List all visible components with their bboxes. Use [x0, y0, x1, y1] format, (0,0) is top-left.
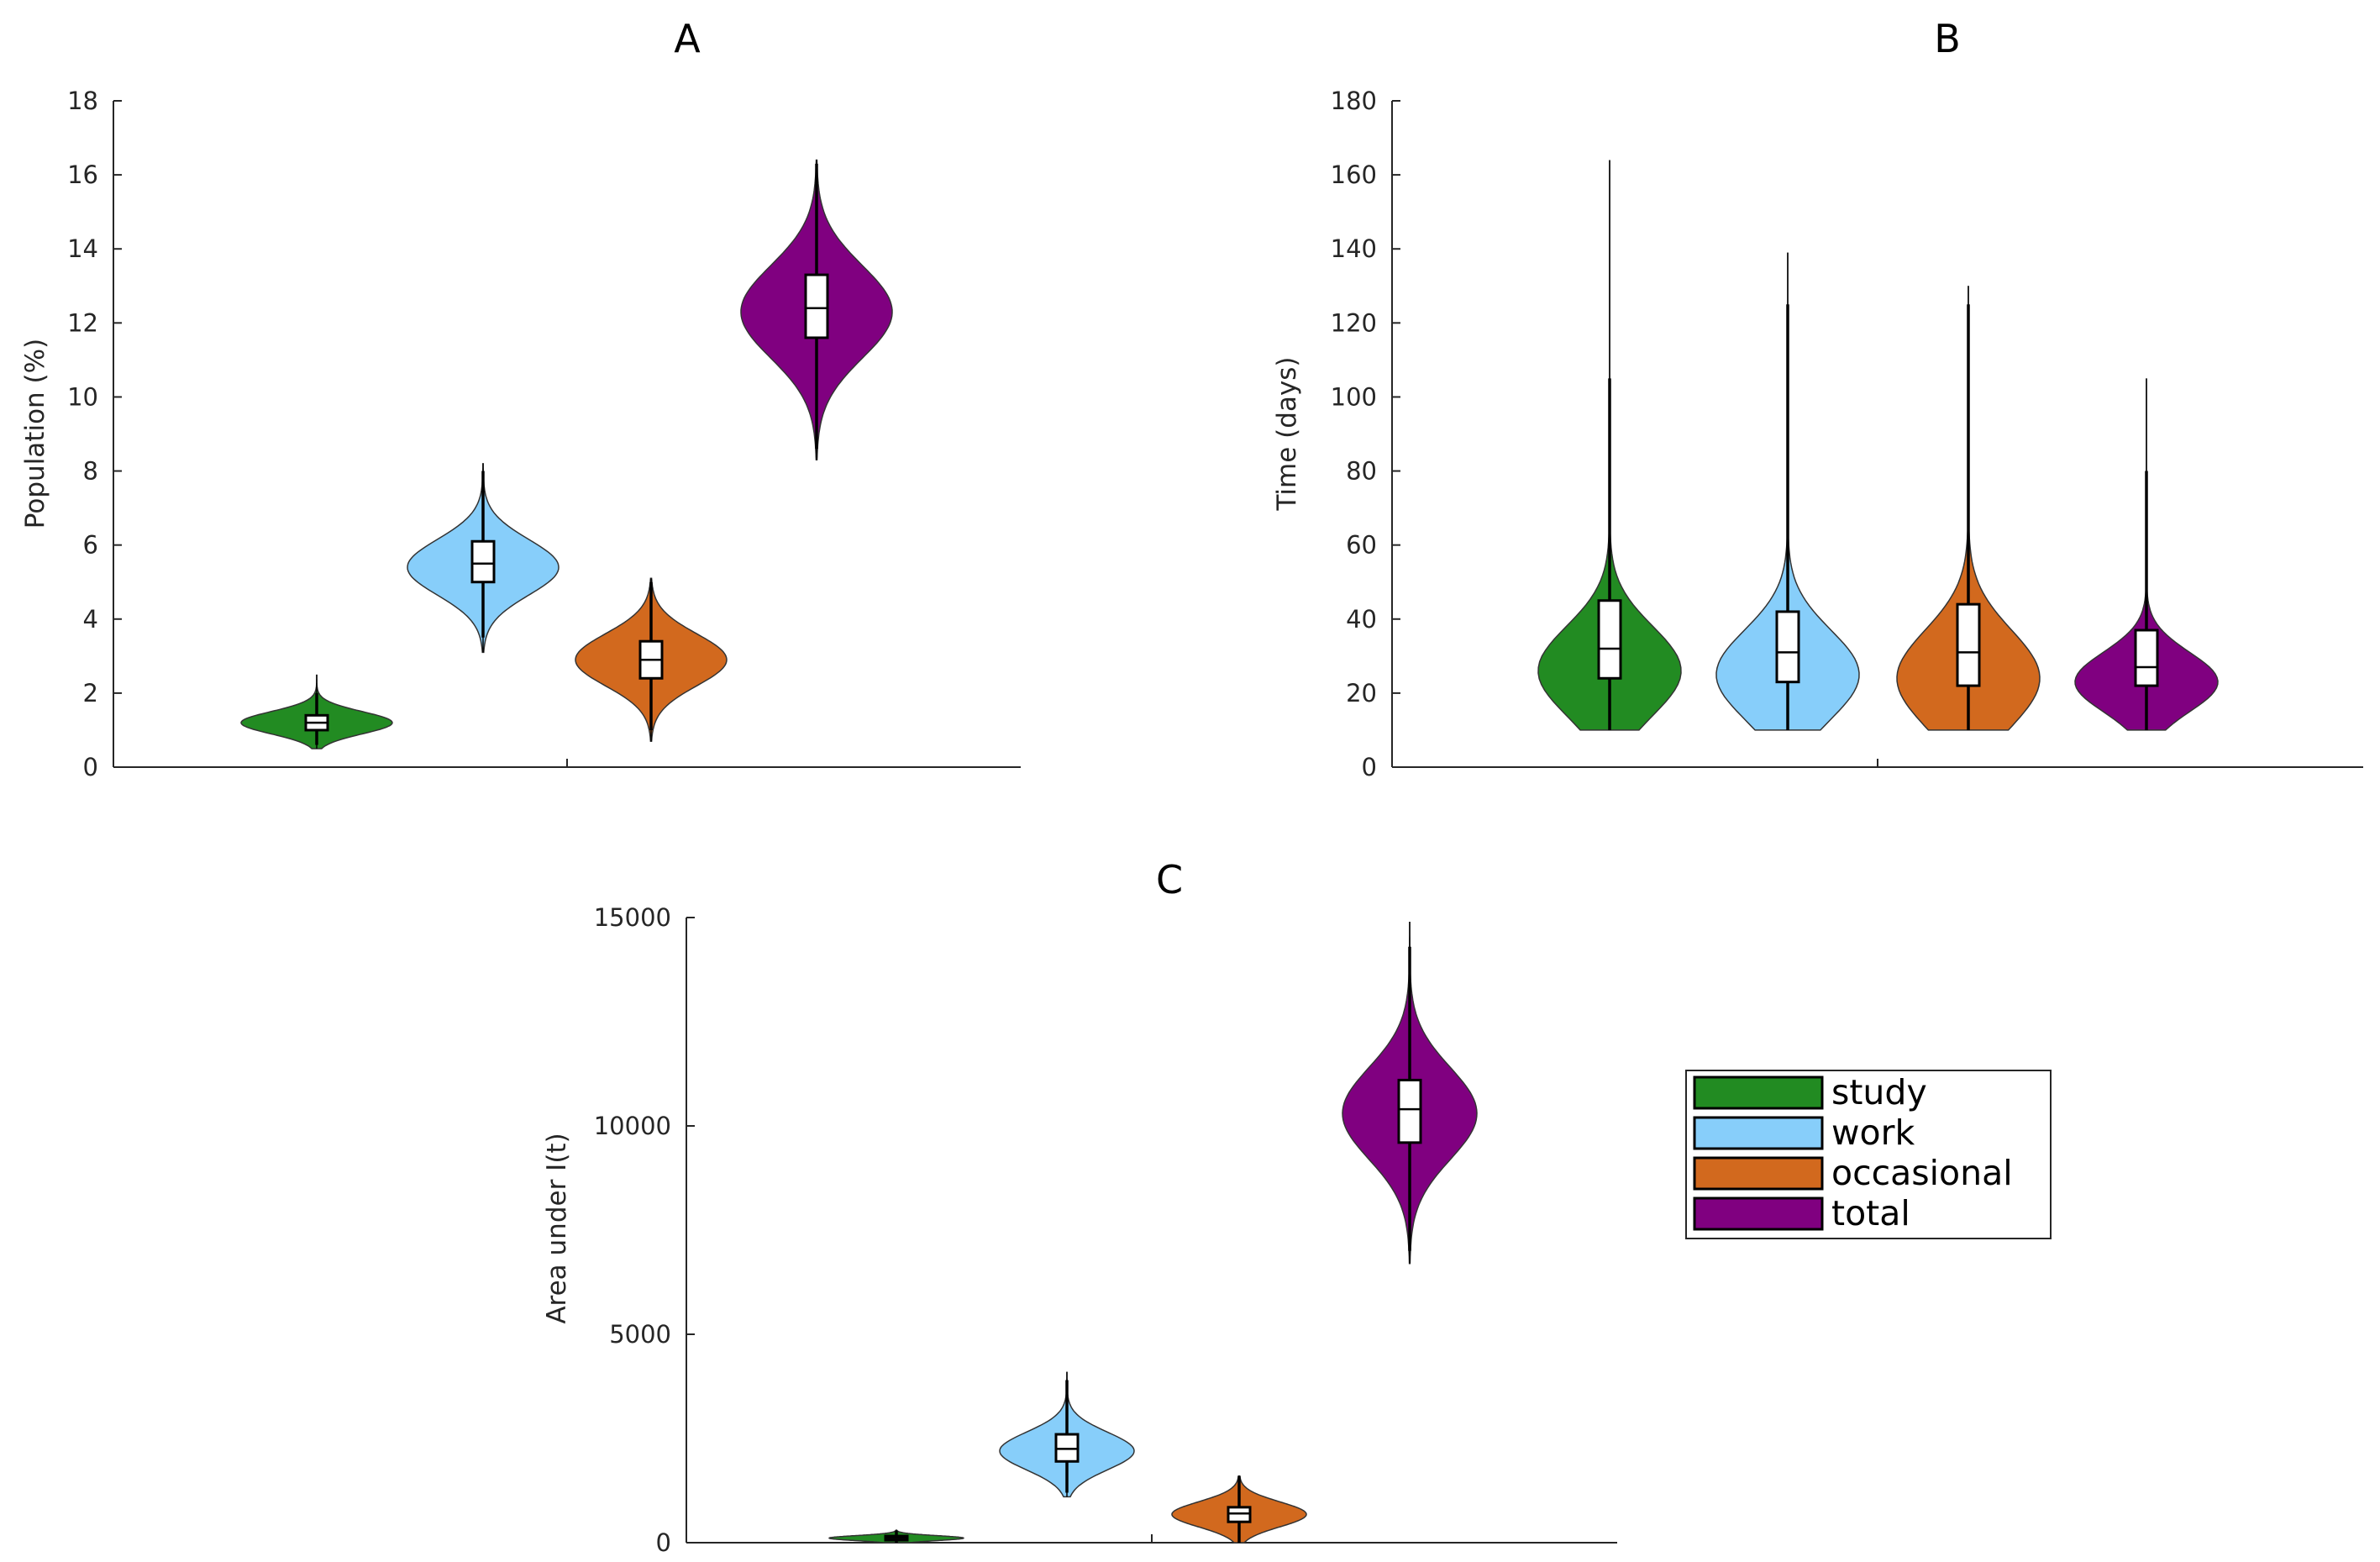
panel-b-y-tick-label: 80	[1346, 457, 1377, 486]
panel-a-plot-area: 0 2 4 6 8 10 12 14 16 18	[67, 87, 1021, 781]
panel-b-y-tick-label: 160	[1331, 160, 1377, 189]
panel-a-y-tick-label: 6	[83, 531, 98, 560]
violin-total-box	[2134, 628, 2159, 687]
legend-label-total: total	[1831, 1193, 1910, 1233]
legend-entry-total: total	[1693, 1193, 1910, 1233]
panel-b-y-tick-label: 20	[1346, 679, 1377, 707]
panel-b-y-tick-label: 0	[1362, 753, 1377, 781]
panel-c: C Area under I(t) 0 5000 10000 15000	[542, 857, 1617, 1557]
legend-label-occasional: occasional	[1831, 1153, 2013, 1193]
legend-entry-occasional: occasional	[1693, 1153, 2013, 1193]
legend-entry-study: study	[1693, 1072, 1927, 1112]
legend-label-work: work	[1831, 1112, 1915, 1153]
legend-swatch-work	[1693, 1116, 1824, 1150]
panel-b-y-tick-label: 140	[1331, 234, 1377, 263]
panel-c-y-tick-label: 10000	[594, 1112, 671, 1140]
panel-a-y-tick-label: 12	[67, 308, 98, 337]
panel-b-plot-area: 0 20 40 60 80 100 120 140 160 180	[1331, 87, 2363, 781]
panel-a-y-tick-label: 2	[83, 679, 98, 707]
panel-a-y-tick-label: 4	[83, 605, 98, 634]
panel-b-y-tick-label: 100	[1331, 382, 1377, 411]
panel-b-ylabel: Time (days)	[1272, 356, 1302, 511]
panel-b-y-tick-label: 120	[1331, 308, 1377, 337]
panel-c-title: C	[1156, 857, 1183, 902]
legend-label-study: study	[1831, 1072, 1927, 1112]
violin-work-box	[470, 539, 496, 584]
legend-swatch-total	[1693, 1196, 1824, 1231]
panel-a-ylabel: Population (%)	[20, 339, 50, 529]
panel-b: B Time (days) 0 20 40 60 80 100 120 140 160 180	[1272, 16, 2363, 781]
panel-b-y-tick-label: 40	[1346, 605, 1377, 634]
panel-a-y-tick-label: 18	[67, 87, 98, 115]
panel-c-plot-area: 0 5000 10000 15000	[594, 903, 1617, 1557]
panel-a-y-tick-label: 16	[67, 160, 98, 189]
panel-c-y-tick-label: 0	[656, 1528, 671, 1557]
violin-total-box	[1397, 1078, 1422, 1144]
panel-b-title: B	[1934, 16, 1961, 61]
legend-swatch-occasional	[1693, 1156, 1824, 1191]
legend: study work occasional total	[1685, 1070, 2052, 1239]
panel-a-y-tick-label: 14	[67, 234, 98, 263]
legend-swatch-study	[1693, 1076, 1824, 1110]
violin-study-box	[1597, 599, 1622, 680]
panel-a-title: A	[674, 16, 701, 61]
violin-work-box	[1775, 610, 1800, 684]
panel-a-y-tick-label: 10	[67, 382, 98, 411]
panel-b-y-tick-label: 60	[1346, 531, 1377, 560]
violin-total-box	[804, 273, 829, 339]
panel-b-y-tick-label: 180	[1331, 87, 1377, 115]
legend-entry-work: work	[1693, 1112, 1915, 1153]
panel-a-y-tick-label: 0	[83, 753, 98, 781]
violin-occasional-box	[1956, 602, 1981, 687]
panel-a: A Population (%) 0 2 4 6 8 10 12 14 16 18	[20, 16, 1021, 781]
panel-c-y-tick-label: 15000	[594, 903, 671, 932]
panel-a-y-tick-label: 8	[83, 457, 98, 486]
panel-c-y-tick-label: 5000	[609, 1320, 671, 1349]
panel-c-ylabel: Area under I(t)	[542, 1133, 572, 1323]
